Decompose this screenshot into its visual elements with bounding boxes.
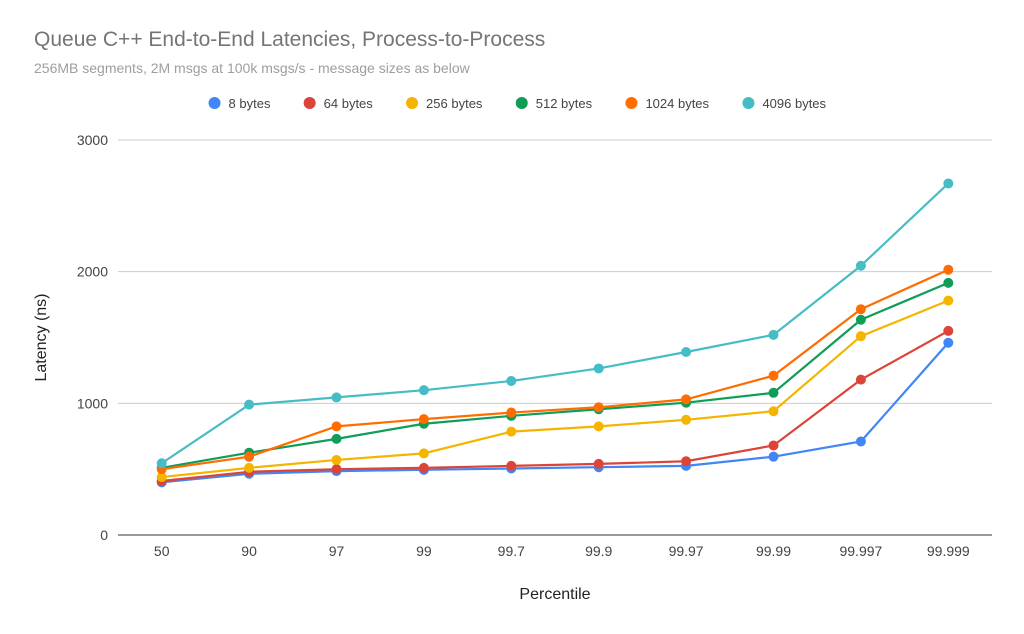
legend-marker [515,97,528,109]
data-point [943,295,954,306]
data-point [331,454,342,465]
data-point [506,407,517,418]
legend-label: 1024 bytes [645,96,709,111]
x-tick-label: 50 [154,543,170,559]
chart-subtitle: 256MB segments, 2M msgs at 100k msgs/s -… [34,60,470,76]
data-point [593,458,604,469]
x-tick-label: 99.7 [498,543,525,559]
legend-marker [303,97,316,109]
y-axis-title: Latency (ns) [33,293,50,381]
legend-marker [625,97,638,109]
data-point [855,374,866,385]
x-tick-label: 99.99 [756,543,791,559]
x-tick-label: 97 [329,543,345,559]
data-point [681,394,692,405]
data-point [331,433,342,444]
data-point [855,436,866,447]
data-point [768,406,779,417]
y-tick-label: 1000 [77,395,108,411]
data-point [768,451,779,462]
data-point [768,440,779,451]
series-line-0 [161,342,950,484]
data-point [943,178,954,189]
data-point [943,337,954,348]
x-tick-label: 99.999 [927,543,970,559]
x-tick-label: 99.97 [669,543,704,559]
data-point [418,462,429,473]
legend-label: 512 bytes [536,96,593,111]
data-point [244,451,255,462]
data-point [943,325,954,336]
legend-label: 64 bytes [324,96,374,111]
x-tick-label: 99 [416,543,432,559]
data-point [681,456,692,467]
data-point [506,375,517,386]
data-point [855,314,866,325]
legend-marker [742,97,755,109]
series-line-5 [161,182,950,465]
legend-marker [406,97,419,109]
data-point [855,304,866,315]
data-point [506,426,517,437]
data-point [855,331,866,342]
data-point [855,260,866,271]
data-point [331,421,342,432]
y-tick-label: 0 [100,527,108,543]
x-tick-label: 99.997 [839,543,882,559]
chart-title: Queue C++ End-to-End Latencies, Process-… [34,28,546,51]
data-point [593,421,604,432]
data-point [244,399,255,410]
data-point [593,363,604,374]
data-point [943,277,954,288]
data-point [943,264,954,275]
series-line-2 [161,299,949,479]
y-tick-label: 2000 [77,264,108,280]
data-point [156,458,167,469]
data-point [768,387,779,398]
series-line-3 [161,281,949,469]
data-point [681,414,692,425]
y-tick-label: 3000 [77,132,108,148]
data-point [768,329,779,340]
data-point [593,402,604,413]
data-point [418,448,429,459]
data-point [331,392,342,403]
x-axis-title: Percentile [519,586,590,603]
data-point [768,370,779,381]
data-point [681,346,692,357]
x-tick-label: 99.9 [585,543,612,559]
legend-label: 4096 bytes [762,96,826,111]
series-line-4 [161,268,949,471]
series-line-1 [161,329,949,483]
data-point [244,462,255,473]
x-tick-label: 90 [241,543,257,559]
data-point [418,385,429,396]
legend-label: 8 bytes [229,96,271,111]
data-point [331,464,342,475]
legend-label: 256 bytes [426,96,483,111]
data-point [418,414,429,425]
legend-marker [208,97,221,109]
data-point [156,472,167,483]
data-point [506,460,517,471]
